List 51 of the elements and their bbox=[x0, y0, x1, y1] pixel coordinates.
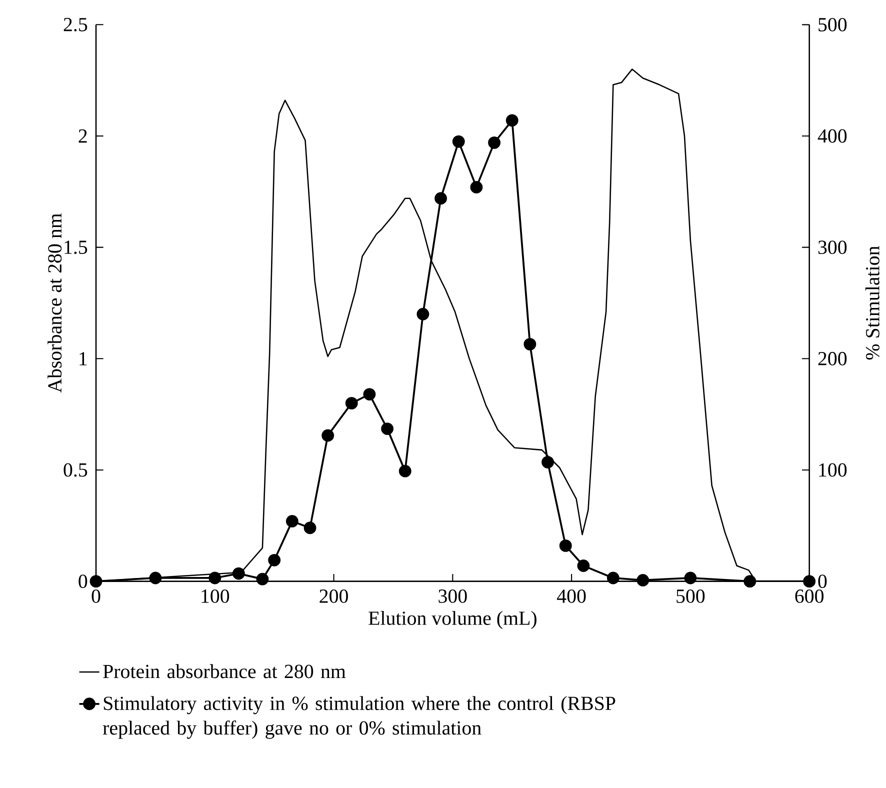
point bbox=[636, 574, 650, 586]
point bbox=[304, 522, 316, 534]
point bbox=[684, 572, 697, 584]
point bbox=[149, 572, 162, 584]
point bbox=[322, 429, 334, 442]
x-tick-label: 400 bbox=[557, 589, 586, 603]
point bbox=[286, 514, 298, 528]
point bbox=[268, 554, 281, 566]
point bbox=[488, 136, 500, 149]
point bbox=[363, 388, 376, 400]
y-tick-label: 0.5 bbox=[64, 463, 88, 477]
y-tick-label: 2.5 bbox=[64, 18, 88, 32]
y-tick-label: 2 bbox=[78, 129, 87, 143]
x-tick-label: 100 bbox=[202, 589, 230, 603]
y2-tick-label: 500 bbox=[818, 18, 847, 32]
point bbox=[452, 135, 465, 148]
y2-tick-label: 300 bbox=[818, 240, 847, 254]
point bbox=[470, 180, 483, 194]
legend-label: Protein absorbance at 280 nm bbox=[103, 664, 346, 678]
x-tick-label: 200 bbox=[320, 589, 348, 603]
point bbox=[577, 560, 590, 572]
point bbox=[744, 575, 756, 588]
y2-tick-label: 0 bbox=[818, 574, 827, 588]
point bbox=[434, 192, 447, 205]
x-tick-label: 0 bbox=[92, 589, 100, 603]
point bbox=[506, 114, 518, 127]
y2-tick-label: 100 bbox=[819, 463, 847, 477]
legend-label: Stimulatory activity in % stimulation where the control (RBSP replaced by buffer) gave no or 0% stimulation bbox=[102, 696, 616, 739]
point bbox=[606, 572, 620, 584]
y-tick-label: 1 bbox=[80, 352, 87, 366]
y2-tick-label: 400 bbox=[818, 129, 847, 143]
x-tick-label: 300 bbox=[438, 589, 467, 603]
point bbox=[524, 338, 536, 350]
point bbox=[542, 456, 554, 468]
point bbox=[256, 572, 269, 586]
x-tick-label: 500 bbox=[676, 589, 705, 603]
y-tick-label: 1.5 bbox=[64, 240, 88, 254]
point bbox=[232, 567, 245, 580]
y-axis-title: Absorbance at 280 nm bbox=[48, 213, 62, 393]
point bbox=[208, 572, 222, 584]
point bbox=[345, 396, 358, 410]
point bbox=[559, 539, 572, 552]
point bbox=[803, 575, 816, 588]
point bbox=[416, 308, 430, 320]
point bbox=[398, 464, 412, 478]
y2-axis-title: % Stimulation bbox=[865, 246, 880, 360]
y2-tick-label: 200 bbox=[818, 352, 847, 366]
x-axis-title: Elution volume (mL) bbox=[368, 610, 536, 630]
x-tick-label: 600 bbox=[795, 589, 824, 603]
y-tick-label: 0 bbox=[78, 574, 88, 588]
point bbox=[381, 422, 394, 436]
